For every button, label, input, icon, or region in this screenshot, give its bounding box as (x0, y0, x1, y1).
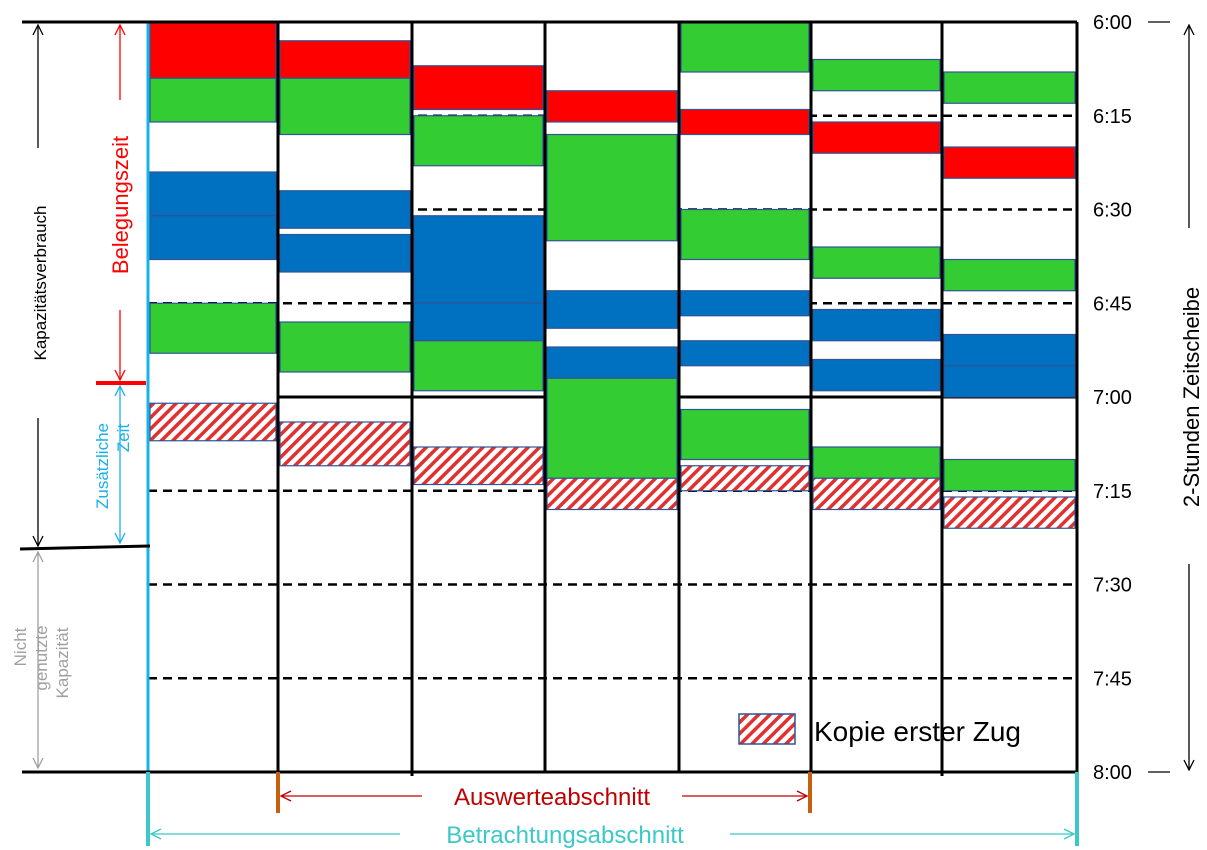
copy-train-block (279, 421, 411, 467)
blue-train-block (680, 340, 810, 367)
green-train-block (279, 77, 411, 136)
green-train-block (680, 21, 810, 73)
green-train-block (413, 340, 544, 392)
green-train-block (279, 321, 411, 373)
svg-text:Nicht: Nicht (11, 627, 30, 666)
time-label: 7:00 (1093, 387, 1132, 409)
green-train-block (149, 77, 277, 123)
green-train-block (680, 408, 810, 461)
auswerte-label: Auswerteabschnitt (454, 784, 650, 811)
time-label: 8:00 (1093, 762, 1132, 784)
svg-text:Kapazität: Kapazität (53, 627, 72, 698)
red-train-block (943, 146, 1076, 179)
blue-train-block (149, 171, 277, 217)
time-label: 6:45 (1093, 293, 1132, 315)
green-train-block (680, 208, 810, 261)
copy-train-block (546, 477, 678, 511)
betrachtung-label: Betrachtungsabschnitt (446, 822, 684, 849)
time-axis-labels: 6:00 6:15 6:30 6:45 7:00 7:15 7:30 7:45 8:00 (1093, 12, 1170, 784)
copy-train-block (680, 465, 810, 492)
zeitscheibe-label: 2-Stunden Zeitscheibe (1179, 287, 1204, 507)
occupancy-blocks (149, 21, 1076, 529)
red-train-block (680, 108, 810, 136)
green-train-block (149, 302, 277, 354)
blue-train-block (943, 333, 1076, 367)
red-train-block (279, 40, 411, 79)
green-train-block (546, 377, 678, 479)
blue-train-block (149, 215, 277, 261)
section-separators (276, 22, 1079, 776)
green-train-block (812, 58, 941, 92)
green-train-block (943, 258, 1076, 292)
time-label: 6:30 (1093, 200, 1132, 222)
green-train-block (812, 246, 941, 279)
green-train-block (413, 115, 544, 167)
red-train-block (546, 90, 678, 123)
red-train-block (149, 21, 277, 79)
time-label: 6:15 (1093, 106, 1132, 128)
svg-text:Zeit: Zeit (114, 424, 133, 453)
blue-train-block (279, 190, 411, 229)
blue-train-block (812, 358, 941, 392)
blue-train-block (812, 308, 941, 342)
time-label: 7:15 (1093, 481, 1132, 503)
belegung-label: Belegungszeit (108, 136, 133, 274)
svg-text:genutzte: genutzte (32, 625, 51, 690)
blue-train-block (546, 346, 678, 379)
copy-train-block (943, 496, 1076, 529)
green-train-block (546, 133, 678, 242)
blue-train-block (943, 365, 1076, 398)
zusaetzlich-label: Zusätzliche Zeit (93, 423, 133, 509)
red-train-block (413, 65, 544, 111)
red-train-block (812, 121, 941, 154)
kapazitaet-end-line (19, 544, 151, 551)
green-train-block (812, 446, 941, 479)
green-train-block (943, 71, 1076, 104)
blue-train-block (413, 302, 544, 342)
copy-train-block (413, 446, 544, 486)
svg-text:Zusätzliche: Zusätzliche (93, 423, 112, 509)
time-label: 7:30 (1093, 575, 1132, 597)
copy-train-block (149, 402, 277, 442)
copy-train-block (812, 477, 941, 511)
legend-label: Kopie erster Zug (814, 716, 1021, 747)
legend-hatch-swatch (738, 713, 796, 745)
blue-train-block (279, 233, 411, 273)
green-train-block (943, 458, 1076, 492)
legend: Kopie erster Zug (738, 713, 1021, 747)
time-label: 7:45 (1093, 668, 1132, 690)
kapazitaet-label: Kapazitätsverbrauch (31, 206, 50, 361)
blue-train-block (546, 290, 678, 329)
nicht-genutzt-label: Nicht genutzte Kapazität (11, 625, 72, 698)
blue-train-block (680, 290, 810, 317)
blue-train-block (413, 215, 544, 304)
time-label: 6:00 (1093, 12, 1132, 34)
